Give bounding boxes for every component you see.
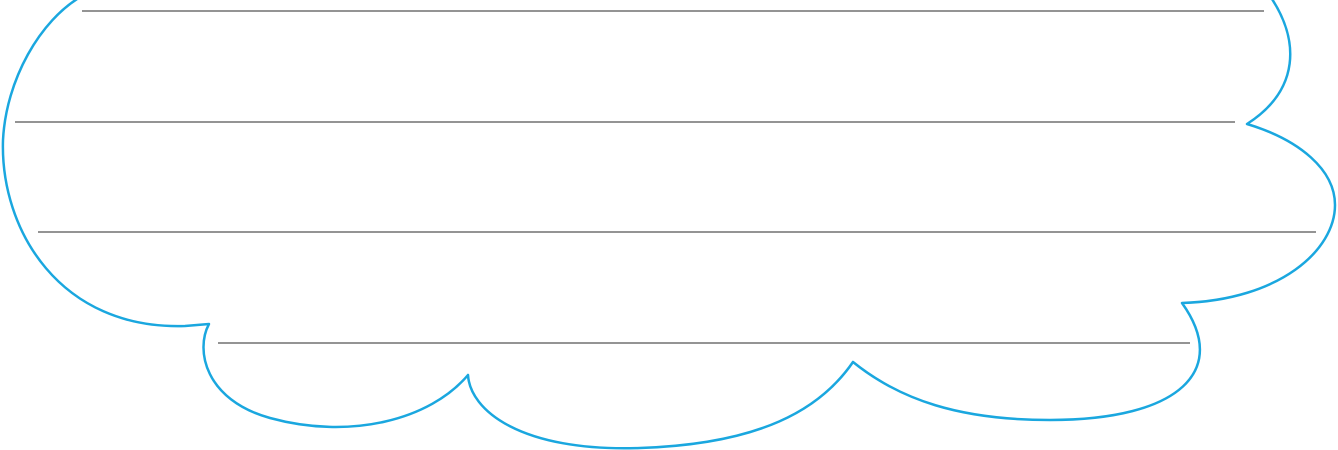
writing-lines [15,10,1316,344]
